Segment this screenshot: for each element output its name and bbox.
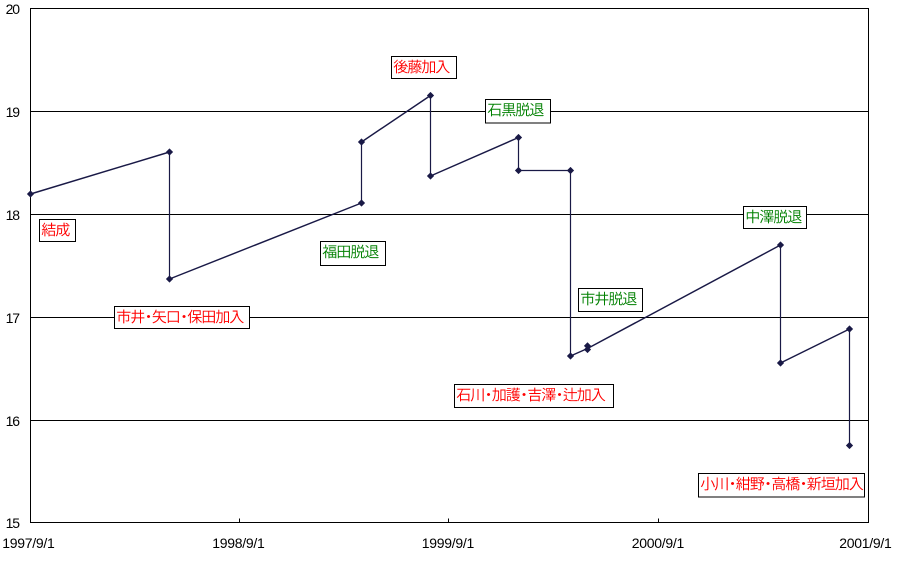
svg-text:19: 19 xyxy=(6,104,21,120)
svg-text:2000/9/1: 2000/9/1 xyxy=(632,535,685,551)
svg-text:1999/9/1: 1999/9/1 xyxy=(422,535,475,551)
svg-text:1998/9/1: 1998/9/1 xyxy=(212,535,265,551)
svg-text:17: 17 xyxy=(6,310,21,326)
svg-text:2001/9/1: 2001/9/1 xyxy=(839,535,892,551)
svg-text:16: 16 xyxy=(6,413,21,429)
svg-text:20: 20 xyxy=(6,1,21,17)
svg-text:1997/9/1: 1997/9/1 xyxy=(2,535,55,551)
svg-text:18: 18 xyxy=(6,207,21,223)
svg-text:15: 15 xyxy=(6,515,21,531)
